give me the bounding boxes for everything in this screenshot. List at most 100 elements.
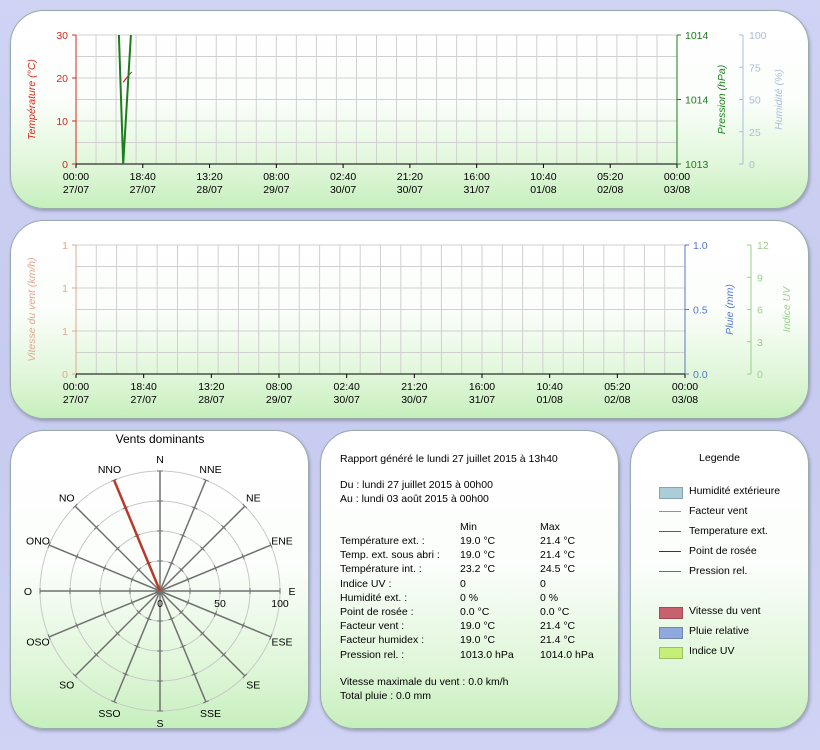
wind-rose-panel: Vents dominants N NNE NE ENE E ESE SE SSE S SSO SO O… <box>10 430 309 729</box>
legend-swatch <box>659 511 681 512</box>
bottom-chart-panel: 00:00 27/07 18:40 27/07 13:20 28/07 08:00 29/07… <box>10 220 809 419</box>
right1-tick-label: 1.0 <box>693 240 708 252</box>
rose-direction-label: ONO <box>26 536 50 548</box>
report-to: Au : lundi 03 août 2015 à 00h00 <box>340 493 489 505</box>
x-tick-label-time: 10:40 <box>530 171 556 183</box>
rose-direction-label: E <box>288 586 295 598</box>
rose-direction-label: OSO <box>26 637 49 649</box>
legend-label: Vitesse du vent <box>689 605 761 617</box>
x-tick-label-time: 21:20 <box>397 171 423 183</box>
report-row-min: 0 <box>460 577 466 590</box>
legend-title: Legende <box>699 452 740 464</box>
x-tick-label-date: 27/07 <box>130 184 156 196</box>
right2-tick-label: 25 <box>749 127 761 139</box>
x-tick-label-time: 13:20 <box>196 171 222 183</box>
x-tick-label-time: 02:40 <box>330 171 356 183</box>
rose-spoke-tick <box>191 672 198 676</box>
rose-spoke-tick <box>241 553 245 560</box>
report-row-max: 0 <box>540 577 546 590</box>
legend-swatch <box>659 487 683 499</box>
rose-direction-label: NNE <box>199 464 221 476</box>
rose-direction-label: S <box>156 718 163 728</box>
rose-spoke-tick <box>72 503 78 509</box>
right1-axis-label: Pluie (mm) <box>724 284 736 335</box>
rose-spoke-tick <box>136 609 142 615</box>
left-tick-label: 20 <box>56 73 68 85</box>
legend-swatch <box>659 531 681 532</box>
x-tick-label-date: 27/07 <box>63 184 89 196</box>
x-tick-label-time: 05:20 <box>597 171 623 183</box>
legend-label: Temperature ext. <box>689 525 768 537</box>
x-tick-label-time: 05:20 <box>604 381 630 393</box>
report-row-min: 19.0 °C <box>460 634 496 647</box>
legend-panel: Legende Humidité extérieure Facteur vent T… <box>630 430 809 729</box>
right2-tick-label: 75 <box>749 62 761 74</box>
report-row-label: Humidité ext. : <box>340 591 408 604</box>
x-tick-label-date: 30/07 <box>334 394 360 406</box>
x-tick-label-time: 18:40 <box>130 171 156 183</box>
left-tick-label: 0 <box>62 369 68 381</box>
left-tick-label: 30 <box>56 30 68 42</box>
report-row-min: 19.0 °C <box>460 549 496 562</box>
right2-tick-label: 100 <box>749 30 767 42</box>
x-tick-label-date: 31/07 <box>469 394 495 406</box>
rose-spoke-tick <box>102 565 107 571</box>
left-axis-label: Température (°C) <box>26 59 38 140</box>
rose-spoke-tick <box>180 533 186 538</box>
rose-spoke-tick <box>269 542 273 548</box>
x-tick-label-date: 30/07 <box>401 394 427 406</box>
rose-radial-tick-label: 50 <box>214 598 226 610</box>
report-generated: Rapport généré le lundi 27 juillet 2015 … <box>340 453 558 465</box>
rose-direction-label: SSO <box>98 708 120 720</box>
x-tick-label-date: 01/08 <box>530 184 556 196</box>
report-row-label: Temp. ext. sous abri : <box>340 549 440 562</box>
top-chart-panel: 00:00 27/07 18:40 27/07 13:20 28/07 08:00 29/07… <box>10 10 809 209</box>
rose-spoke-tick <box>130 576 134 583</box>
left-tick-label: 10 <box>56 116 68 128</box>
rose-spoke-tick <box>72 673 78 679</box>
rose-direction-label: SE <box>246 679 260 691</box>
x-tick-label-date: 30/07 <box>397 184 423 196</box>
report-row-max: 21.4 °C <box>540 535 576 547</box>
report-row-min: 23.2 °C <box>460 563 496 576</box>
report-row-min: 0 % <box>460 591 479 604</box>
left-tick-label: 1 <box>62 326 68 338</box>
wind-rose-chart: Vents dominants N NNE NE ENE E ESE SE SSE S SSO SO O… <box>24 432 296 728</box>
x-tick-label-date: 28/07 <box>196 184 222 196</box>
right1-tick-label: 1014 <box>685 95 709 107</box>
rose-spoke-tick <box>178 609 184 615</box>
legend-label: Pression rel. <box>689 565 748 577</box>
rose-spoke-tick <box>241 622 245 629</box>
x-tick-label-time: 02:40 <box>334 381 360 393</box>
rose-wind-bar <box>112 479 162 592</box>
report-row-label: Température ext. : <box>340 535 425 547</box>
rose-spoke-tick <box>242 503 248 509</box>
legend-swatch <box>659 571 681 572</box>
rose-spoke-tick <box>186 576 190 583</box>
report-row-min: 19.0 °C <box>460 620 496 633</box>
rose-spoke-tick <box>111 700 117 704</box>
legend-swatch <box>659 551 681 552</box>
rose-spoke-tick <box>134 644 140 649</box>
rose-spoke-tick <box>242 673 248 679</box>
legend-label: Pluie relative <box>689 625 750 637</box>
right2-tick-label: 3 <box>757 337 763 349</box>
bottom-chart: 00:0027/0718:4027/0713:2028/0708:0029/07… <box>26 240 793 406</box>
rose-direction-label: O <box>24 586 32 598</box>
x-tick-label-date: 27/07 <box>131 394 157 406</box>
rose-direction-label: NO <box>59 493 75 505</box>
rose-spoke-tick <box>115 546 121 552</box>
rose-spoke-tick <box>168 561 175 565</box>
report-row-label: Indice UV : <box>340 577 392 590</box>
rose-spoke-tick <box>102 611 107 617</box>
right2-tick-label: 6 <box>757 305 763 317</box>
legend-label: Humidité extérieure <box>689 485 781 497</box>
x-tick-label-date: 03/08 <box>672 394 698 406</box>
report-row-max: 21.4 °C <box>540 620 576 633</box>
rose-direction-label: SO <box>59 679 74 691</box>
rose-radial-tick-label: 100 <box>271 598 289 610</box>
rose-direction-label: N <box>156 454 164 466</box>
right2-tick-label: 0 <box>749 159 755 171</box>
top-chart: 00:0027/0718:4027/0713:2028/0708:0029/07… <box>26 30 785 196</box>
rose-spoke-tick <box>47 542 51 548</box>
